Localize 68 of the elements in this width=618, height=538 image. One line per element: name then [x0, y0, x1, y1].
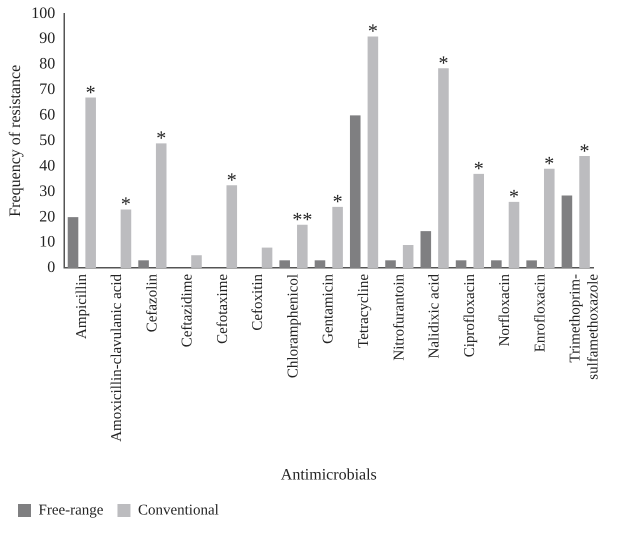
bar — [226, 185, 238, 268]
y-axis-title: Frequency of resistance — [6, 64, 24, 217]
bar — [262, 248, 272, 268]
bar — [332, 206, 343, 268]
x-axis-title: Antimicrobials — [280, 466, 377, 484]
bar — [156, 143, 167, 268]
annotation: * — [226, 170, 237, 192]
x-tick-label: Cefotaxime — [214, 274, 231, 344]
x-tick-label: Enrofloxacin — [532, 273, 548, 352]
y-tick-label: 50 — [39, 132, 56, 149]
bar — [368, 36, 378, 268]
bar — [191, 255, 202, 268]
x-tick-label: Nalidixic acid — [426, 273, 443, 359]
bar — [579, 156, 590, 268]
y-tick-label: 20 — [39, 208, 56, 226]
x-tick-label: Gentamicin — [320, 273, 337, 344]
annotation: * — [86, 82, 96, 104]
annotation: * — [438, 52, 448, 75]
y-tick-label: 90 — [39, 30, 56, 48]
bar — [68, 217, 78, 268]
x-tick-label: Amoxicillin-clavulanic acid — [109, 273, 126, 442]
x-tick-label: Ampicillin — [74, 273, 90, 339]
bar — [297, 224, 308, 268]
annotation: ** — [292, 208, 312, 231]
x-tick-label: Trimethoprim-sulfamethoxazole — [568, 274, 602, 380]
y-tick-label: 100 — [31, 4, 56, 22]
x-tick-label: Ceftazidime — [180, 274, 196, 348]
annotation: * — [474, 158, 484, 180]
bar — [138, 260, 149, 268]
x-tick-label: Norfloxacin — [497, 273, 514, 346]
bar — [402, 245, 414, 268]
x-tick-label: Cefoxitin — [250, 273, 266, 331]
bar — [508, 202, 520, 268]
legend-label: Conventional — [138, 502, 219, 518]
x-tick-label: Chloramphenicol — [285, 274, 302, 378]
bar — [350, 115, 361, 268]
bar — [456, 260, 466, 268]
annotation: * — [120, 194, 131, 216]
x-tick-label: Nitrofurantoin — [391, 273, 408, 361]
y-tick-label: 60 — [39, 106, 56, 124]
annotation: * — [544, 153, 554, 175]
legend-label: Free-range — [38, 502, 104, 518]
y-tick-label: 40 — [39, 157, 56, 174]
bar — [420, 231, 432, 268]
y-tick-label: 10 — [39, 234, 56, 251]
bar — [473, 174, 484, 268]
y-tick-label: 70 — [39, 81, 56, 98]
bar — [85, 98, 96, 268]
annotation: * — [508, 186, 519, 208]
annotation: * — [332, 191, 343, 214]
bar — [438, 68, 449, 268]
bar — [562, 195, 572, 268]
y-tick-label: 0 — [47, 259, 56, 276]
bar — [491, 260, 502, 268]
bar — [526, 260, 537, 268]
bar — [314, 260, 326, 268]
annotation: * — [580, 140, 590, 162]
x-tick-label: Cefazolin — [144, 273, 160, 332]
annotation: * — [156, 128, 166, 150]
y-tick-label: 80 — [39, 56, 56, 73]
bar — [279, 260, 290, 268]
bar — [120, 209, 132, 268]
y-tick-label: 30 — [39, 182, 56, 200]
bar — [544, 168, 555, 268]
x-tick-label: Tetracycline — [356, 274, 372, 348]
x-tick-label: Ciprofloxacin — [462, 273, 478, 358]
annotation: * — [368, 20, 378, 43]
bar — [385, 260, 396, 268]
